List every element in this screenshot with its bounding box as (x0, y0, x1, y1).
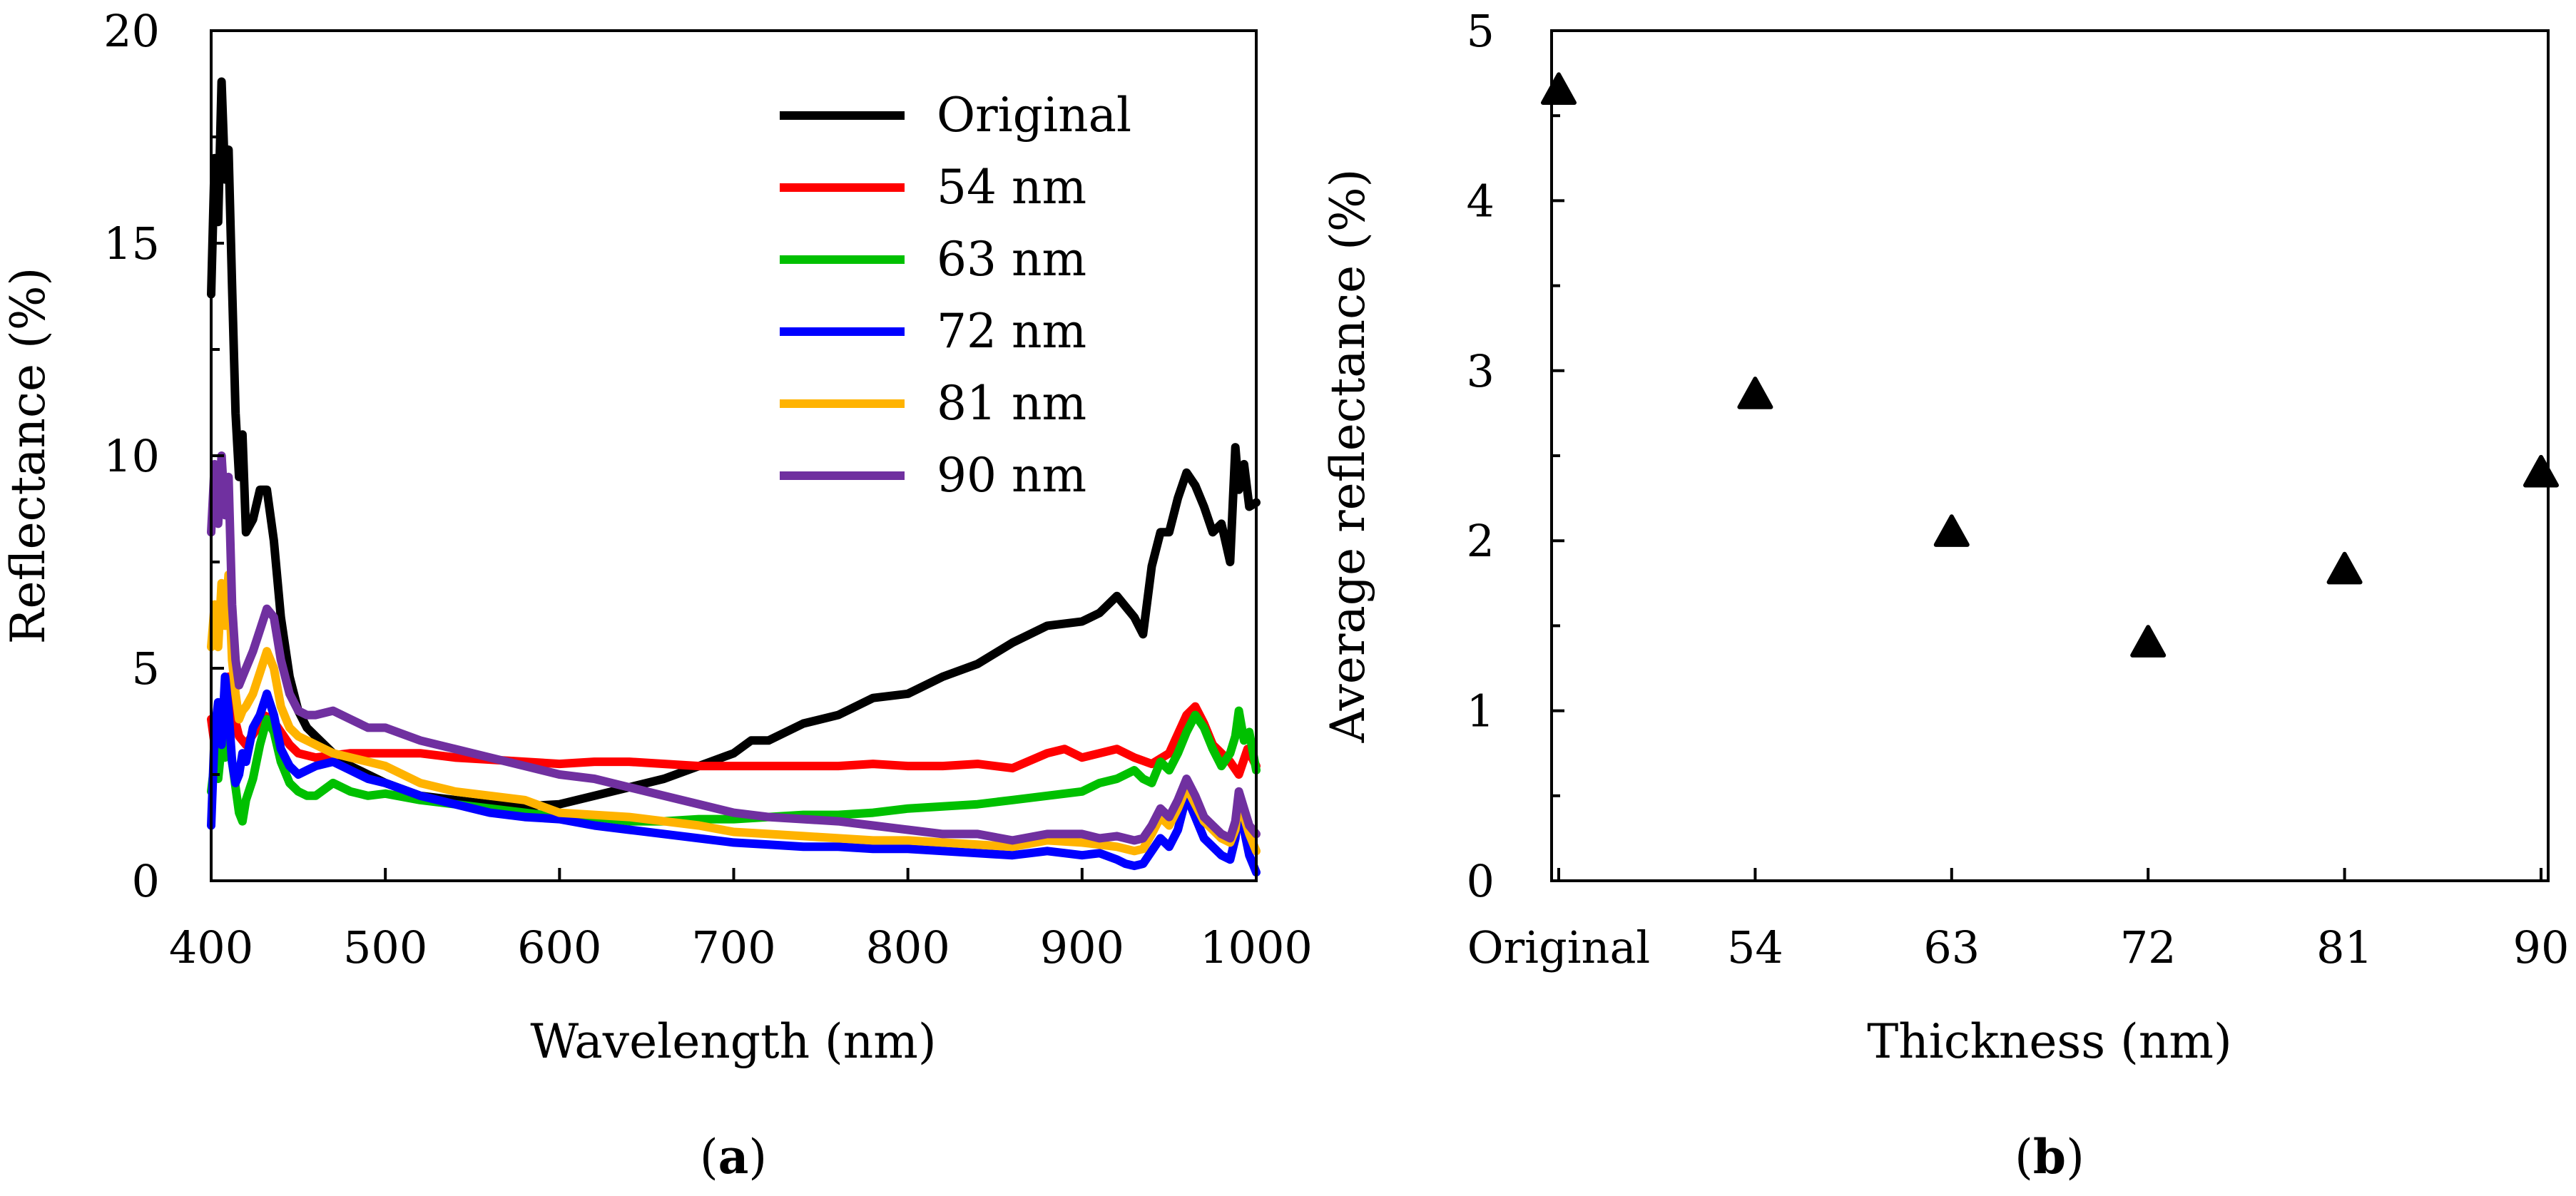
data-point-original (1541, 72, 1577, 106)
series-line-90-nm (207, 451, 1261, 845)
chart-b-y-tick-label: 4 (1467, 175, 1495, 227)
chart-a-x-tick-label: 800 (865, 921, 950, 973)
chart-a-y-tick-label: 20 (103, 5, 160, 57)
chart-a-x-tick-label: 400 (169, 921, 253, 973)
legend-label: 63 nm (937, 232, 1086, 287)
series-line-original (207, 77, 1261, 811)
chart-b-y-axis: 0 1 2 3 4 5 (1467, 5, 1564, 907)
chart-b-x-tick-label: 72 (2120, 921, 2177, 973)
data-point-54 (1737, 377, 1773, 409)
chart-b-y-axis-title: Average reflectance (%) (1320, 169, 1375, 744)
chart-b-x-tick-label: Original (1467, 921, 1651, 973)
chart-a-caption-letter: a (718, 1129, 749, 1185)
data-point-72 (2130, 625, 2167, 658)
chart-a-x-tick-label: 900 (1040, 921, 1124, 973)
chart-a-y-axis: 0 5 10 15 20 (103, 5, 224, 907)
data-point-81 (2326, 551, 2363, 585)
data-point-63 (1933, 514, 1970, 547)
chart-a-x-tick-label: 1000 (1200, 921, 1313, 973)
chart-b-caption-letter: b (2033, 1129, 2066, 1185)
chart-b-y-tick-label: 2 (1467, 515, 1495, 567)
legend-label: 90 nm (937, 448, 1086, 503)
chart-b-y-tick-label: 5 (1467, 5, 1495, 57)
chart-b-panel: 0 1 2 3 4 5 Original 54 63 72 81 90 Thickness (nm)… (1320, 5, 2569, 1185)
chart-a-series-group (207, 77, 1261, 877)
chart-b-caption: (b) (2015, 1129, 2084, 1185)
chart-b-x-axis: Original 54 63 72 81 90 (1467, 868, 2570, 973)
chart-a-y-tick-label: 15 (103, 218, 160, 270)
chart-b-x-tick-label: 63 (1923, 921, 1980, 973)
chart-b-x-tick-label: 54 (1727, 921, 1783, 973)
chart-a-y-tick-label: 5 (132, 643, 160, 695)
chart-a-x-axis: 400 500 600 700 800 900 1000 (169, 868, 1313, 973)
legend-label: 72 nm (937, 304, 1086, 359)
chart-a-y-tick-label: 0 (132, 855, 160, 907)
chart-b-y-tick-label: 0 (1467, 855, 1495, 907)
chart-b-plot-frame (1550, 29, 2550, 882)
chart-b-x-axis-title: Thickness (nm) (1867, 1014, 2231, 1069)
chart-b-y-tick-label: 3 (1467, 345, 1495, 397)
chart-a-x-tick-label: 700 (691, 921, 775, 973)
chart-a-x-tick-label: 600 (517, 921, 601, 973)
legend-label: Original (937, 88, 1131, 143)
series-line-72-nm (207, 672, 1261, 877)
chart-a-x-axis-title: Wavelength (nm) (530, 1014, 936, 1069)
legend-label: 81 nm (937, 376, 1086, 431)
chart-b-x-tick-label: 90 (2513, 921, 2570, 973)
chart-a-legend: Original 54 nm 63 nm 72 nm 81 nm 90 nm (780, 88, 1131, 503)
chart-a-panel: 0 5 10 15 20 400 500 600 700 800 900 1000 Waveleng… (1, 5, 1313, 1185)
chart-a-y-axis-title: Reflectance (%) (1, 267, 56, 644)
chart-b-y-tick-label: 1 (1467, 685, 1495, 737)
legend-label: 54 nm (937, 160, 1086, 215)
chart-b-points-group (1541, 72, 2559, 658)
chart-a-y-tick-label: 10 (103, 430, 160, 482)
chart-a-x-tick-label: 500 (343, 921, 427, 973)
chart-b-x-tick-label: 81 (2316, 921, 2373, 973)
chart-a-caption: (a) (700, 1129, 767, 1185)
data-point-90 (2523, 454, 2559, 488)
